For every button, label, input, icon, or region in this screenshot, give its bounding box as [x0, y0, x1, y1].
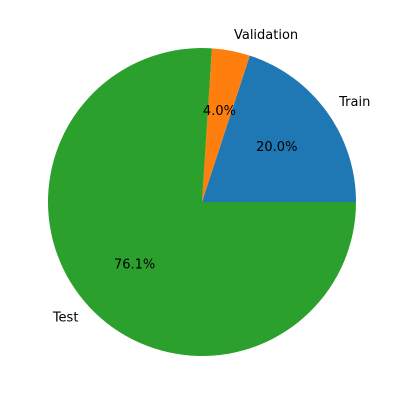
pie-slices: [48, 48, 357, 357]
slice-label-train: Train: [338, 95, 370, 110]
percent-label-test: 76.1%: [114, 258, 155, 273]
slice-label-test: Test: [52, 310, 79, 325]
percent-label-validation: 4.0%: [203, 104, 236, 119]
slice-label-validation: Validation: [234, 28, 298, 43]
percent-label-train: 20.0%: [256, 140, 297, 155]
pie-slice-validation: [202, 48, 250, 202]
pie-slice-train: [202, 55, 356, 202]
pie-slice-test: [48, 48, 357, 357]
pie-labels: Train 20.0% Validation 4.0% Test 76.1%: [52, 28, 370, 325]
